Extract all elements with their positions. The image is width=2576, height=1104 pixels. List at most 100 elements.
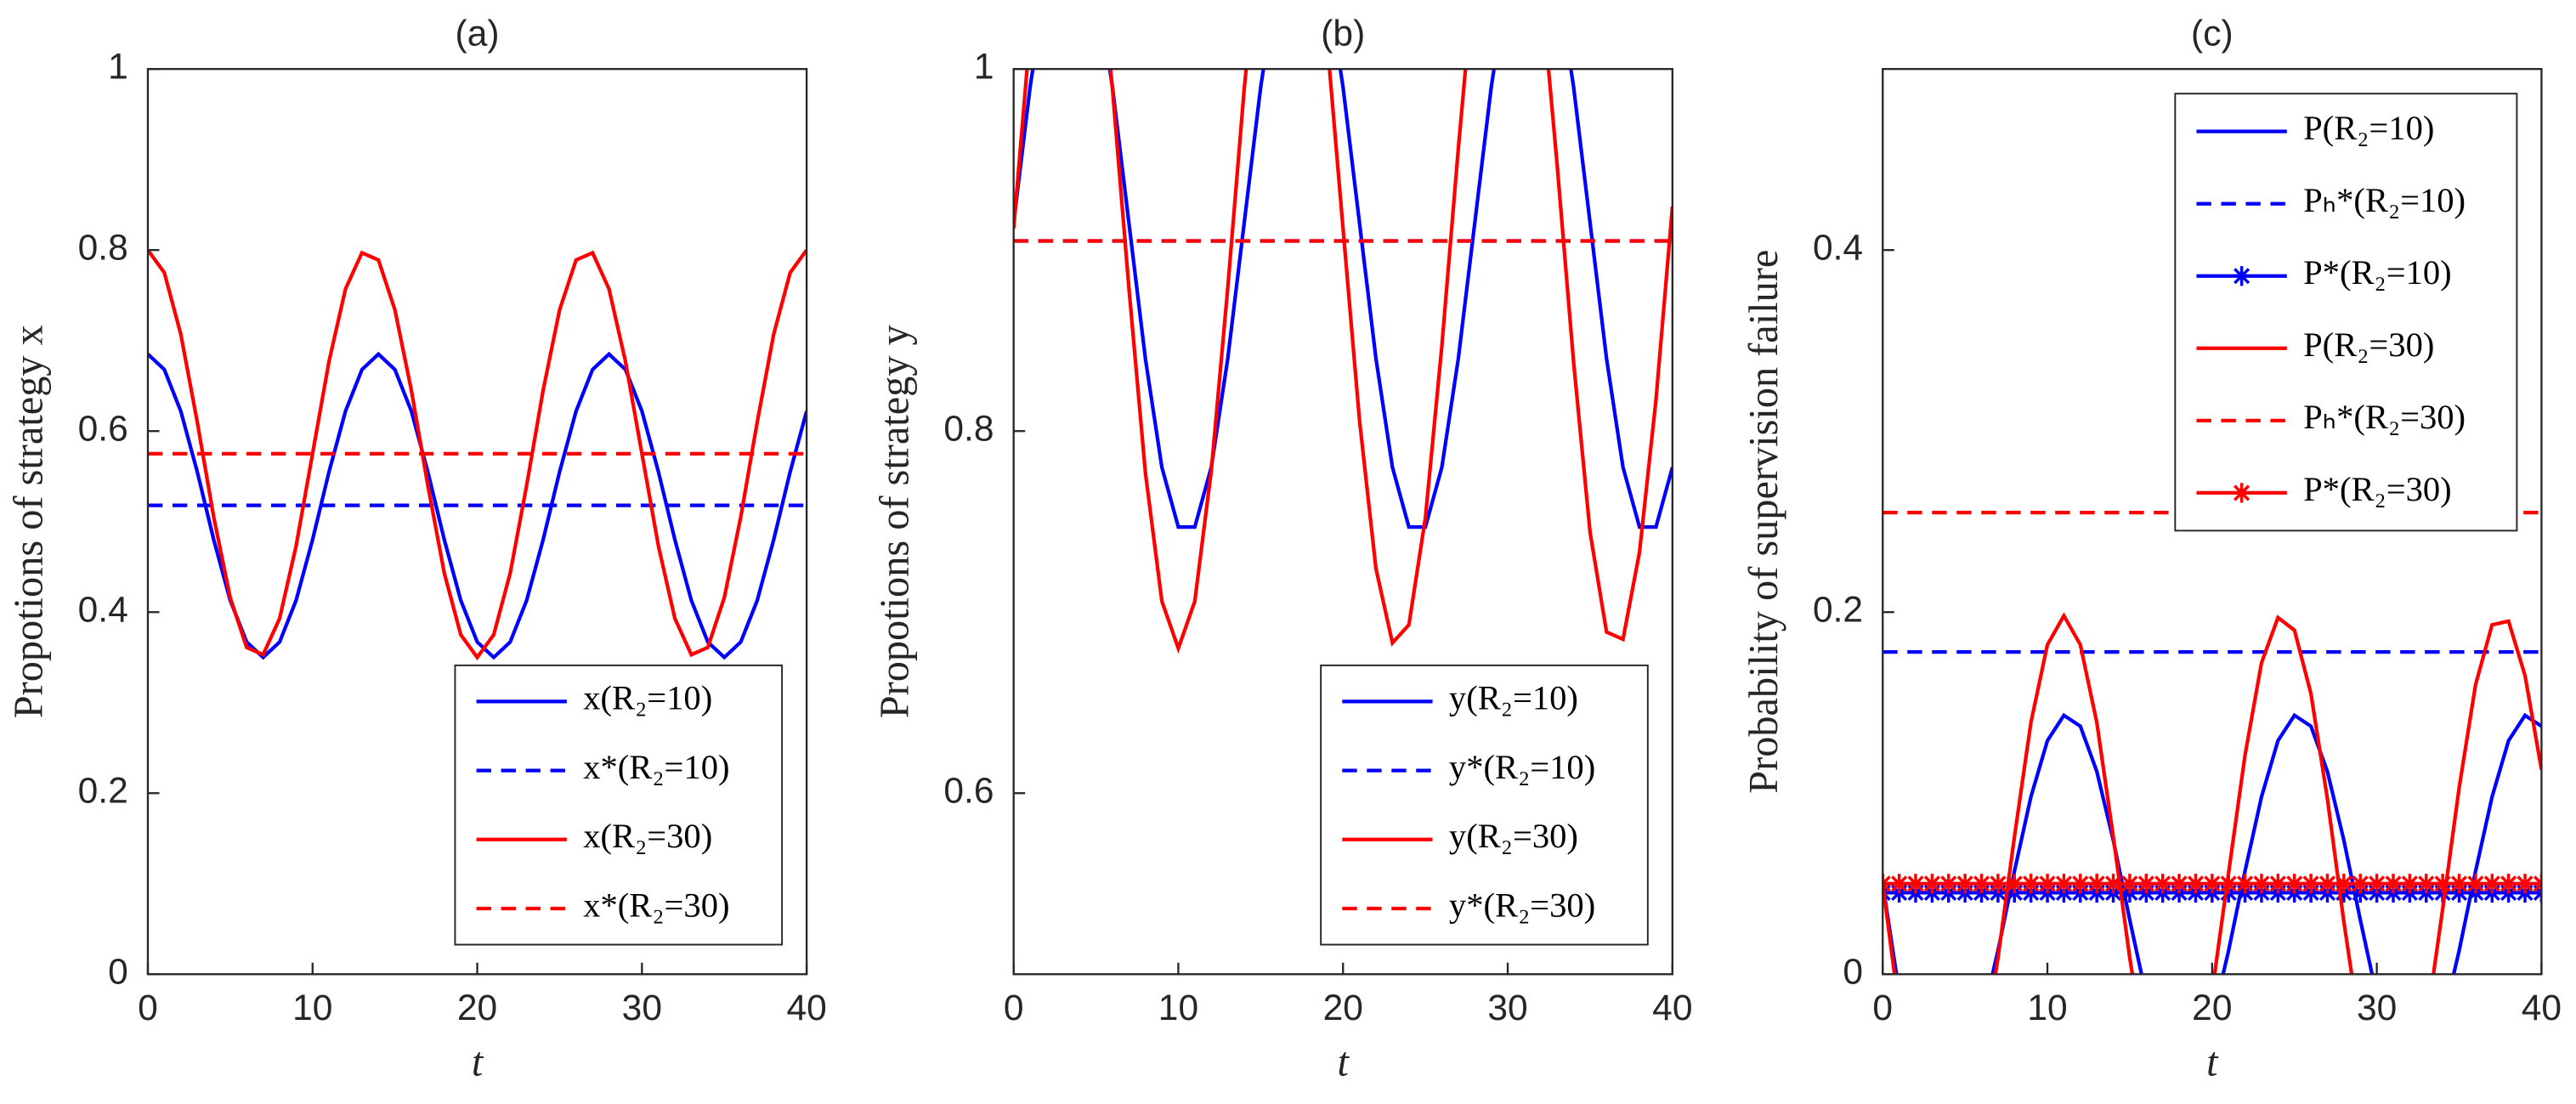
star-marker xyxy=(2499,874,2519,894)
y-tick-label: 1 xyxy=(974,47,994,87)
x-tick-label: 20 xyxy=(457,988,497,1028)
star-marker xyxy=(1939,874,1959,894)
y-tick-label: 0.2 xyxy=(1813,590,1863,630)
chart-title: (c) xyxy=(2191,14,2233,54)
legend-label: P(R₂=10) xyxy=(2303,109,2434,147)
x-axis-label: t xyxy=(1338,1040,1350,1085)
legend-label: Pₕ*(R₂=30) xyxy=(2303,398,2466,436)
x-tick-label: 10 xyxy=(2027,988,2067,1028)
star-marker xyxy=(1905,874,1926,894)
star-marker xyxy=(2153,874,2173,894)
x-tick-label: 0 xyxy=(1004,988,1024,1028)
star-marker xyxy=(2234,874,2256,894)
legend-label: y*(R₂=10) xyxy=(1449,748,1595,786)
star-marker xyxy=(1971,874,1992,894)
star-marker xyxy=(2515,874,2535,894)
y-tick-label: 0.4 xyxy=(1813,228,1863,268)
star-marker xyxy=(1889,874,1910,894)
x-tick-label: 10 xyxy=(1158,988,1198,1028)
x-tick-label: 40 xyxy=(1652,988,1692,1028)
legend-label: x(R₂=10) xyxy=(583,679,712,717)
star-marker xyxy=(2383,874,2403,894)
legend-label: x*(R₂=10) xyxy=(583,748,729,786)
star-marker xyxy=(2334,874,2354,894)
star-marker xyxy=(2202,874,2222,894)
legend-label: P*(R₂=10) xyxy=(2303,253,2452,292)
y-tick-label: 0.6 xyxy=(943,772,994,812)
y-axis-label: Propotions of strategy x xyxy=(7,325,52,718)
x-tick-label: 0 xyxy=(1872,988,1893,1028)
legend-label: y*(R₂=30) xyxy=(1449,886,1595,924)
legend-marker xyxy=(2232,483,2252,503)
chart-title: (b) xyxy=(1321,14,1365,54)
y-axis-label: Propotions of strategy y xyxy=(872,325,917,718)
x-tick-label: 10 xyxy=(292,988,332,1028)
legend-label: x(R₂=30) xyxy=(583,817,712,855)
legend-box xyxy=(454,664,784,946)
legend-label: x*(R₂=30) xyxy=(583,886,729,924)
x-tick-label: 40 xyxy=(786,988,826,1028)
star-marker xyxy=(2482,874,2502,894)
star-marker xyxy=(2070,874,2091,894)
y-axis-label: Probability of supervision failure xyxy=(1741,250,1786,794)
legend-label: y(R₂=30) xyxy=(1449,817,1578,855)
x-axis-label: t xyxy=(472,1040,484,1085)
legend: P(R₂=10) Pₕ*(R₂=10) P*(R₂=10) P(R₂=30) Pₕ*(R… xyxy=(2174,93,2518,532)
star-marker xyxy=(2432,874,2453,894)
star-marker xyxy=(2103,874,2124,894)
star-marker xyxy=(2004,874,2024,894)
star-marker xyxy=(2021,874,2041,894)
y-tick-label: 0.8 xyxy=(943,409,994,449)
star-marker xyxy=(2317,874,2338,894)
legend-box xyxy=(2174,93,2518,532)
star-marker xyxy=(2136,874,2156,894)
legend-label: y(R₂=10) xyxy=(1449,679,1578,717)
axes: 0 10 20 30 40 0.6 0.8 1 (b) t Propotions of strate… xyxy=(872,14,1692,1085)
star-marker xyxy=(1955,874,1975,894)
x-tick-label: 30 xyxy=(622,988,662,1028)
star-marker xyxy=(2301,874,2321,894)
y-tick-label: 0 xyxy=(1843,953,1863,993)
legend-label: P(R₂=30) xyxy=(2303,326,2434,364)
axes: 0 10 20 30 40 0 0.2 0.4 0.6 0.8 1 (a) t Propotions of… xyxy=(7,14,827,1085)
star-marker xyxy=(2267,874,2288,894)
star-marker xyxy=(2466,874,2486,894)
x-tick-label: 40 xyxy=(2522,988,2562,1028)
star-marker xyxy=(1988,874,2008,894)
plot-lines xyxy=(1013,69,1673,654)
star-marker xyxy=(2053,874,2075,894)
legend: x(R₂=10) x*(R₂=10) x(R₂=30) x*(R₂=30) xyxy=(454,664,784,946)
star-marker xyxy=(2086,874,2107,894)
legend: y(R₂=10) y*(R₂=10) y(R₂=30) y*(R₂=30) xyxy=(1320,664,1649,946)
star-marker xyxy=(2218,874,2239,894)
star-marker xyxy=(1922,874,1942,894)
star-marker xyxy=(2399,874,2420,894)
legend-label: P*(R₂=30) xyxy=(2303,470,2452,508)
y-tick-label: 0.2 xyxy=(78,772,128,812)
y-tick-label: 1 xyxy=(108,47,128,87)
y-tick-label: 0 xyxy=(108,953,128,993)
chart-title: (a) xyxy=(456,14,500,54)
axes: 0 10 20 30 40 0 0.2 0.4 (c) t Probability of super… xyxy=(1741,14,2562,1085)
star-marker xyxy=(2416,874,2437,894)
x-tick-label: 20 xyxy=(1323,988,1363,1028)
legend-marker xyxy=(2232,266,2252,286)
star-marker xyxy=(2169,874,2189,894)
x-tick-label: 30 xyxy=(2357,988,2397,1028)
star-marker xyxy=(2251,874,2272,894)
x-tick-label: 20 xyxy=(2192,988,2232,1028)
data-line xyxy=(1013,69,1673,529)
x-tick-label: 0 xyxy=(138,988,158,1028)
star-marker xyxy=(2284,874,2305,894)
star-marker xyxy=(2120,874,2140,894)
star-marker xyxy=(2037,874,2058,894)
data-line xyxy=(147,248,807,661)
legend-box xyxy=(1320,664,1649,946)
star-marker xyxy=(2185,874,2206,894)
y-tick-label: 0.6 xyxy=(78,409,128,449)
data-line xyxy=(1013,69,1673,654)
plot-lines xyxy=(147,248,807,661)
x-tick-label: 30 xyxy=(1487,988,1527,1028)
